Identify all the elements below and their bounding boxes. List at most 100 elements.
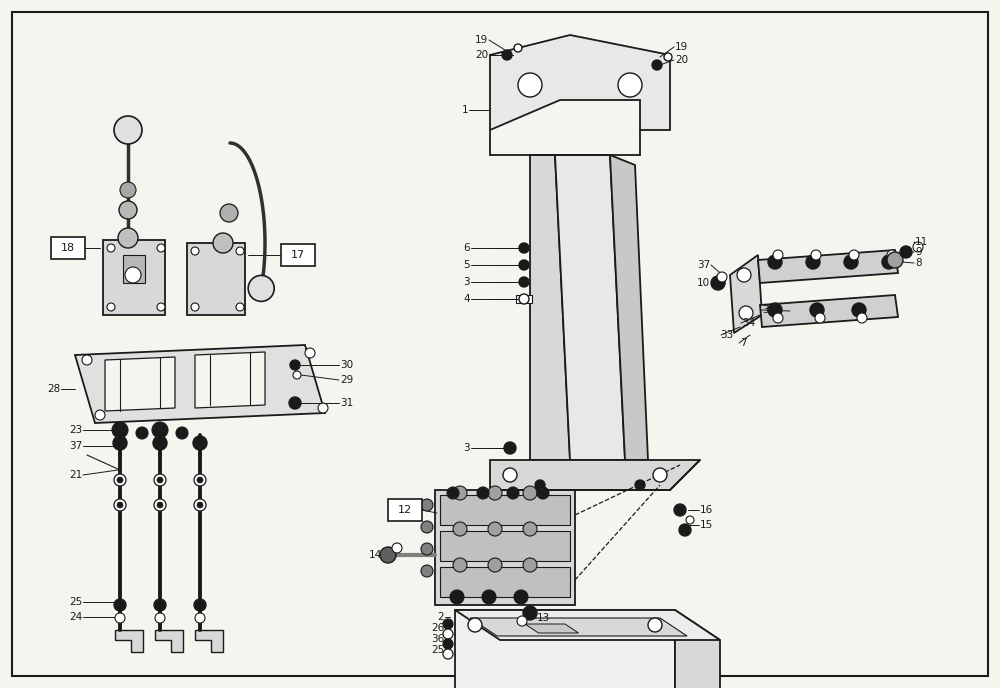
Circle shape: [191, 247, 199, 255]
Text: 3: 3: [463, 277, 470, 287]
Circle shape: [112, 422, 128, 438]
Circle shape: [114, 116, 142, 144]
Circle shape: [289, 397, 301, 409]
Polygon shape: [760, 295, 898, 327]
Circle shape: [107, 244, 115, 252]
Circle shape: [136, 427, 148, 439]
Polygon shape: [610, 155, 648, 460]
Circle shape: [913, 242, 923, 252]
Circle shape: [537, 487, 549, 499]
Circle shape: [157, 477, 163, 483]
Bar: [187, 243, 245, 315]
Polygon shape: [758, 250, 898, 283]
Circle shape: [305, 348, 315, 358]
Text: 6: 6: [463, 243, 470, 253]
Circle shape: [468, 618, 482, 632]
Polygon shape: [490, 460, 700, 490]
Circle shape: [711, 276, 725, 290]
Circle shape: [768, 303, 782, 317]
Text: 20: 20: [475, 50, 488, 60]
Circle shape: [686, 516, 694, 524]
Circle shape: [504, 442, 516, 454]
Polygon shape: [490, 35, 670, 130]
Circle shape: [197, 477, 203, 483]
Circle shape: [119, 201, 137, 219]
Circle shape: [421, 543, 433, 555]
Circle shape: [392, 543, 402, 553]
Circle shape: [482, 590, 496, 604]
Circle shape: [502, 50, 512, 60]
Circle shape: [290, 360, 300, 370]
Text: 9: 9: [915, 247, 922, 257]
Text: 26: 26: [431, 623, 444, 633]
Circle shape: [653, 468, 667, 482]
Circle shape: [443, 649, 453, 659]
Text: 10: 10: [697, 278, 710, 288]
Circle shape: [811, 250, 821, 260]
Text: 20: 20: [675, 55, 688, 65]
Text: 13: 13: [537, 613, 550, 623]
Polygon shape: [105, 357, 175, 411]
Circle shape: [514, 590, 528, 604]
Bar: [281, 244, 315, 266]
Polygon shape: [455, 610, 720, 640]
Circle shape: [648, 618, 662, 632]
Circle shape: [194, 499, 206, 511]
Circle shape: [517, 616, 527, 626]
Circle shape: [503, 468, 517, 482]
Circle shape: [157, 303, 165, 311]
Circle shape: [717, 272, 727, 282]
Polygon shape: [525, 624, 578, 633]
Circle shape: [293, 371, 301, 379]
Text: 2: 2: [437, 612, 444, 622]
Text: 25: 25: [69, 597, 82, 607]
Circle shape: [519, 260, 529, 270]
Circle shape: [523, 522, 537, 536]
Circle shape: [806, 255, 820, 269]
Text: 31: 31: [340, 398, 353, 408]
Circle shape: [194, 474, 206, 486]
Circle shape: [421, 565, 433, 577]
Circle shape: [514, 44, 522, 52]
Circle shape: [421, 499, 433, 511]
Circle shape: [117, 477, 123, 483]
Circle shape: [154, 599, 166, 611]
Text: 14: 14: [369, 550, 382, 560]
Text: 5: 5: [463, 260, 470, 270]
Polygon shape: [455, 610, 675, 688]
Text: 1: 1: [461, 105, 468, 115]
Circle shape: [887, 250, 897, 260]
Text: 36: 36: [431, 634, 444, 644]
Circle shape: [443, 619, 453, 629]
Circle shape: [768, 255, 782, 269]
Polygon shape: [675, 610, 720, 688]
Polygon shape: [195, 352, 265, 408]
Polygon shape: [470, 618, 687, 636]
Text: 12: 12: [398, 505, 412, 515]
Circle shape: [488, 558, 502, 572]
Bar: [440, 531, 570, 561]
Text: 17: 17: [291, 250, 305, 260]
Circle shape: [107, 303, 115, 311]
Bar: [103, 240, 165, 315]
Circle shape: [152, 422, 168, 438]
Bar: [516, 295, 532, 303]
Circle shape: [618, 73, 642, 97]
Circle shape: [737, 268, 751, 282]
Text: 23: 23: [69, 425, 82, 435]
Circle shape: [220, 204, 238, 222]
Circle shape: [82, 355, 92, 365]
Bar: [440, 495, 570, 525]
Polygon shape: [195, 630, 223, 652]
Circle shape: [664, 53, 672, 61]
Text: 30: 30: [340, 360, 353, 370]
Circle shape: [652, 60, 662, 70]
Circle shape: [815, 313, 825, 323]
Circle shape: [153, 436, 167, 450]
Text: 37: 37: [697, 260, 710, 270]
Circle shape: [114, 599, 126, 611]
Circle shape: [844, 255, 858, 269]
Circle shape: [197, 502, 203, 508]
Circle shape: [236, 303, 244, 311]
Circle shape: [477, 487, 489, 499]
